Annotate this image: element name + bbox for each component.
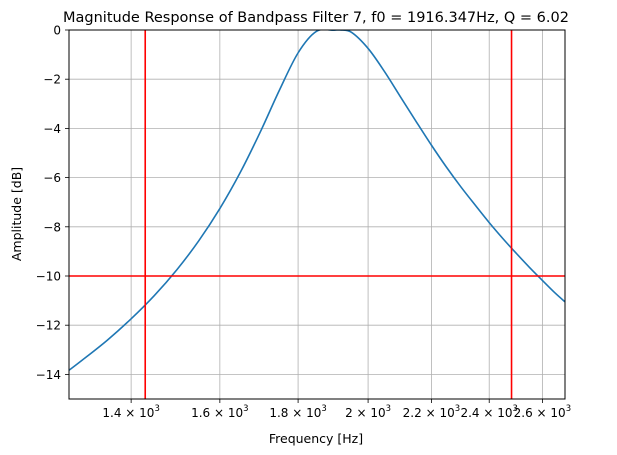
x-tick-label: 1.6 × 103: [191, 404, 248, 420]
y-axis: 0 −2 −4 −6 −8 −10 −12 −14: [36, 24, 69, 382]
y-tick-label: −12: [36, 319, 61, 333]
plot-area: [69, 30, 565, 399]
x-tick-label: 2.6 × 103: [514, 404, 571, 420]
y-tick-label: −14: [36, 368, 61, 382]
grid: [69, 29, 565, 399]
y-tick-label: −6: [43, 171, 61, 185]
x-tick-label: 2 × 103: [345, 404, 391, 420]
chart-title: Magnitude Response of Bandpass Filter 7,…: [63, 10, 569, 26]
magnitude-response-line: [69, 30, 565, 371]
x-tick-label: 1.8 × 103: [269, 404, 326, 420]
x-axis: 1.4 × 103 1.6 × 103 1.8 × 103 2 × 103 2.2 × …: [102, 399, 571, 420]
plot-frame: [68, 29, 566, 400]
x-tick-label: 1.4 × 103: [102, 404, 159, 420]
y-tick-label: −2: [43, 73, 61, 87]
x-tick-label: 2.4 × 103: [460, 404, 517, 420]
plot-marks: [69, 30, 565, 399]
x-tick-label: 2.2 × 103: [403, 404, 460, 420]
y-tick-label: −4: [43, 122, 61, 136]
y-tick-label: −10: [36, 270, 61, 284]
y-axis-label: Amplitude [dB]: [9, 167, 24, 261]
x-axis-label: Frequency [Hz]: [269, 431, 363, 446]
y-tick-label: −8: [43, 220, 61, 234]
y-tick-label: 0: [53, 24, 61, 38]
